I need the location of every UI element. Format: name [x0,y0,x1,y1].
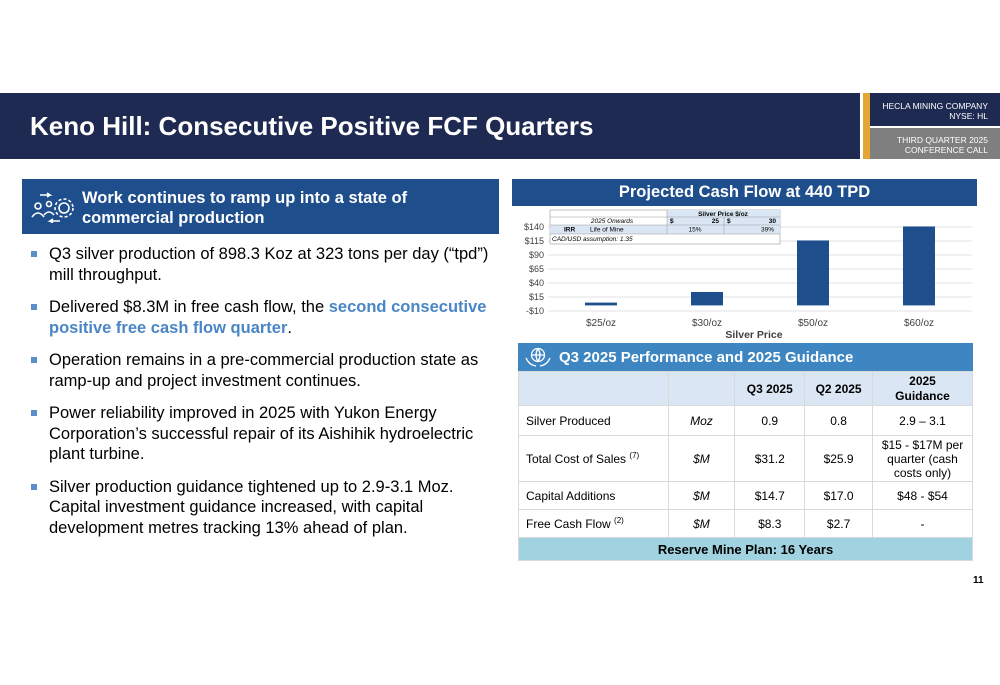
metric-label: Silver Produced [526,413,611,428]
performance-header: Q3 2025 Performance and 2025 Guidance [518,343,973,371]
page-title: Keno Hill: Consecutive Positive FCF Quar… [30,111,594,141]
bullet-list: Q3 silver production of 898.3 Koz at 323… [30,244,500,550]
y-tick-label: -$10 [526,306,544,316]
header-cell [518,371,669,406]
unit-cell: $M [667,435,736,482]
unit-cell: Moz [667,405,736,436]
table-footer-row: Reserve Mine Plan: 16 Years [518,537,973,561]
table-row: Silver Produced Moz 0.9 0.8 2.9 – 3.1 [518,405,973,436]
inset-price-header: Silver Price $/oz [698,211,749,218]
q3-cell: $31.2 [734,435,806,482]
reserve-plan-note: Reserve Mine Plan: 16 Years [518,537,973,561]
metric-cell: Total Cost of Sales (7) [518,435,669,482]
bullet-item: Operation remains in a pre-commercial pr… [30,350,500,391]
cash-flow-chart: -$10 $15 $40 $65 $90 $115 $140 $25/oz $30/oz $50… [524,209,972,340]
q3-cell: $14.7 [734,481,806,510]
q2-cell: $2.7 [804,509,874,538]
y-tick-label: $115 [525,236,544,246]
guidance-cell: $48 - $54 [872,481,973,510]
q2-cell: $17.0 [804,481,874,510]
event-name: THIRD QUARTER 2025 [896,135,988,145]
unit-cell: $M [667,509,736,538]
q2-cell: 0.8 [804,405,874,436]
ticker: NYSE: HL [949,111,988,121]
metric-label: Free Cash Flow [526,516,611,531]
header-cell: 2025 Guidance [872,371,973,406]
left-header-line1: Work continues to ramp up into a state o… [82,189,408,207]
header-cell: Q2 2025 [804,371,874,406]
x-tick-label: $60/oz [904,318,934,329]
table-row: Capital Additions $M $14.7 $17.0 $48 - $… [518,481,973,510]
title-bar: Keno Hill: Consecutive Positive FCF Quar… [0,93,860,159]
accent-stripe [863,93,870,159]
table-row: Free Cash Flow (2) $M $8.3 $2.7 - [518,509,973,538]
y-tick-label: $15 [529,292,544,302]
company-name: HECLA MINING COMPANY [882,101,988,111]
bullet-text: . [287,318,292,337]
inset-row-label: 2025 Onwards [590,218,634,225]
q3-cell: 0.9 [734,405,806,436]
irr-inset-table: Silver Price $/oz 2025 Onwards $ 25 $ 30… [549,209,781,245]
bullet-item: Power reliability improved in 2025 with … [30,403,500,465]
inset-price-25: 25 [712,218,720,225]
header-cell: Q3 2025 [734,371,806,406]
q2-cell: $25.9 [804,435,874,482]
event-type: CONFERENCE CALL [904,145,988,155]
x-tick-label: $30/oz [692,318,722,329]
inset-currency: $ [670,218,674,225]
header-cell [667,371,736,406]
people-gear-icon [31,192,74,223]
performance-title: Q3 2025 Performance and 2025 Guidance [559,349,854,366]
bullet-item: Delivered $8.3M in free cash flow, the s… [30,297,500,338]
y-tick-label: $40 [529,278,544,288]
bar [903,226,935,306]
metric-cell: Capital Additions [518,481,669,510]
x-axis-title: Silver Price [725,329,782,340]
x-tick-label: $50/oz [798,318,828,329]
guidance-cell: 2.9 – 3.1 [872,405,973,436]
y-tick-label: $140 [524,222,544,232]
table-header-row: Q3 2025 Q2 2025 2025 Guidance [518,371,973,406]
footnote-ref: (7) [629,450,640,460]
inset-irr-label: IRR [564,227,576,234]
bar [585,302,617,306]
inset-irr-25: 15% [688,227,701,234]
table-row: Total Cost of Sales (7) $M $31.2 $25.9 $… [518,435,973,482]
inset-life-label: Life of Mine [590,227,624,234]
inset-irr-30: 39% [761,227,774,234]
metric-label: Capital Additions [526,488,616,503]
bullet-text: Delivered $8.3M in free cash flow, the [49,298,329,316]
metric-label: Total Cost of Sales [526,451,627,466]
bullet-highlight: second consecutive positive free cash fl… [49,298,487,337]
event-badge: THIRD QUARTER 2025 CONFERENCE CALL [870,126,1000,159]
inset-price-30: 30 [769,218,777,225]
chart-title: Projected Cash Flow at 440 TPD [512,179,977,206]
company-badge: HECLA MINING COMPANY NYSE: HL [870,93,1000,126]
bar [797,240,829,306]
inset-currency: $ [727,218,731,225]
q3-cell: $8.3 [734,509,806,538]
left-section-header: Work continues to ramp up into a state o… [22,179,499,234]
guidance-cell: $15 - $17M per quarter (cash costs only) [872,435,973,482]
metric-cell: Silver Produced [518,405,669,436]
footnote-ref: (2) [614,515,624,525]
page-number: 11 [973,575,984,586]
unit-cell: $M [667,481,736,510]
bullet-item: Q3 silver production of 898.3 Koz at 323… [30,244,500,285]
guidance-cell: - [872,509,973,538]
inset-cad-note: CAD/USD assumption: 1.35 [552,236,633,243]
globe-hands-icon [525,347,551,367]
bar [691,291,723,306]
y-tick-label: $90 [529,250,544,260]
bullet-item: Silver production guidance tightened up … [30,477,500,539]
y-tick-label: $65 [529,264,544,274]
x-tick-label: $25/oz [586,318,616,329]
performance-table: Q3 2025 Q2 2025 2025 Guidance Silver Pro… [518,371,973,561]
metric-cell: Free Cash Flow (2) [518,509,669,538]
left-header-line2: commercial production [82,209,265,227]
